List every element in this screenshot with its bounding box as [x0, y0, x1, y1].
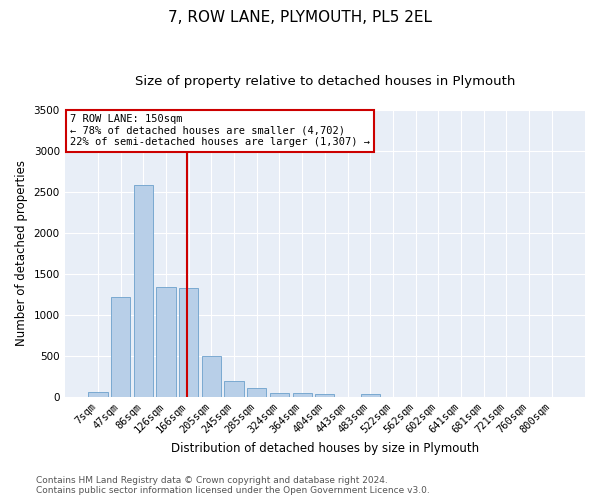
- Text: 7, ROW LANE, PLYMOUTH, PL5 2EL: 7, ROW LANE, PLYMOUTH, PL5 2EL: [168, 10, 432, 25]
- Bar: [247, 388, 266, 396]
- Bar: [179, 288, 199, 397]
- Bar: [315, 394, 334, 396]
- Bar: [111, 296, 130, 396]
- Bar: [224, 381, 244, 396]
- Text: 7 ROW LANE: 150sqm
← 78% of detached houses are smaller (4,702)
22% of semi-deta: 7 ROW LANE: 150sqm ← 78% of detached hou…: [70, 114, 370, 148]
- Bar: [134, 186, 153, 396]
- Bar: [157, 287, 176, 397]
- Bar: [361, 394, 380, 396]
- Y-axis label: Number of detached properties: Number of detached properties: [15, 160, 28, 346]
- Title: Size of property relative to detached houses in Plymouth: Size of property relative to detached ho…: [134, 75, 515, 88]
- Bar: [293, 392, 312, 396]
- Bar: [202, 356, 221, 397]
- Bar: [270, 392, 289, 396]
- Bar: [88, 392, 107, 396]
- X-axis label: Distribution of detached houses by size in Plymouth: Distribution of detached houses by size …: [171, 442, 479, 455]
- Text: Contains HM Land Registry data © Crown copyright and database right 2024.
Contai: Contains HM Land Registry data © Crown c…: [36, 476, 430, 495]
